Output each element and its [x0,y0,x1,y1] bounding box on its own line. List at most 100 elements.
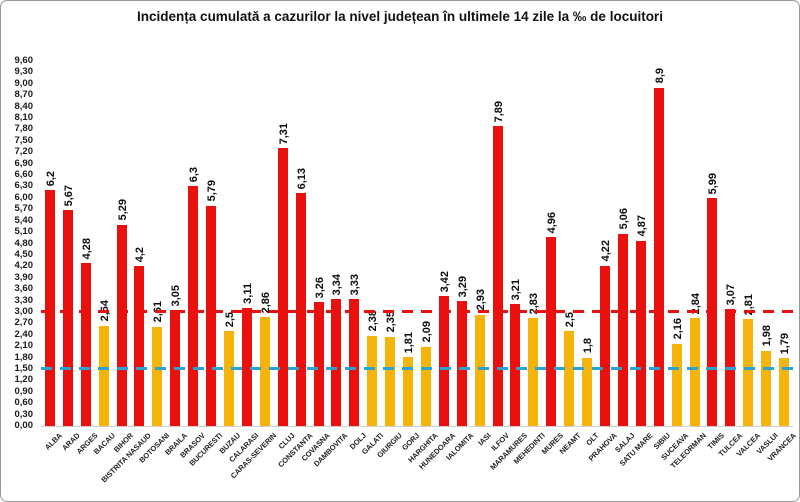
bar-bucuresti [206,205,217,426]
bar-brasov [188,186,199,426]
bar-value-label: 8,9 [653,68,666,84]
bar-value-label: 7,31 [277,122,290,145]
bar-dambovita [331,299,342,426]
bar-value-label: 3,26 [313,276,326,299]
bar-mures [546,237,557,426]
bar-constanta [295,192,306,426]
bar-value-label: 3,34 [331,273,344,296]
bar-value-label: 2,93 [474,289,487,311]
bar-salaj [617,233,628,426]
bar-olt [582,357,593,426]
bar-value-label: 1,98 [761,325,774,347]
bar-value-label: 2,16 [671,318,684,340]
bar-value-label: 3,07 [725,283,738,306]
bar-value-label: 4,28 [80,237,93,260]
x-axis: ALBA ARAD ARGES BACAU BIHOR BISTRITA NASAUD BO… [41,429,798,499]
y-axis-tick-label: 4,50 [14,248,34,260]
y-axis-tick-label: 5,40 [14,214,34,226]
y-axis-tick-label: 3,00 [14,305,34,317]
y-axis-tick-label: 7,80 [14,123,34,135]
bar-value-label: 2,5 [224,311,236,327]
bar-bihor [116,224,127,426]
bar-cluj [277,148,288,426]
y-axis-tick-label: 8,10 [14,112,34,124]
bar-value-label: 3,29 [456,275,469,297]
y-axis-tick-label: 9,30 [14,66,34,78]
bar-value-label: 5,06 [617,208,630,230]
y-axis-tick-label: 1,20 [14,374,34,386]
y-axis-tick-label: 2,70 [14,317,34,329]
y-axis-tick-label: 2,40 [14,328,34,340]
y-axis-tick-label: 6,90 [14,157,34,169]
bar-value-label: 1,8 [582,338,595,354]
bar-value-label: 3,11 [241,282,254,304]
red-dashed-threshold-line [41,310,793,314]
bar-value-label: 7,89 [492,100,505,123]
y-axis-tick-label: 5,70 [14,203,34,215]
bar-mehedinti [528,318,539,426]
bar-vaslui [761,350,772,426]
bar-dolj [349,299,360,426]
y-axis-tick-label: 4,80 [14,237,34,249]
bar-value-label: 3,21 [510,278,523,300]
y-axis-tick-label: 3,30 [14,294,34,306]
bar-hunedoara [438,295,449,426]
bar-calarasi [241,307,252,426]
y-axis-tick-label: 4,20 [14,260,34,272]
bar-galati [367,335,378,426]
chart-title: Incidența cumulată a cazurilor la nivel … [137,9,663,24]
bar-value-label: 6,2 [44,170,57,187]
bar-value-label: 5,67 [62,185,75,207]
y-axis-tick-label: 9,60 [14,55,34,66]
bar-value-label: 4,2 [134,247,147,263]
bar-ilfov [492,126,503,426]
bar-value-label: 2,5 [564,311,577,327]
bar-value-label: 4,96 [546,212,559,234]
y-axis-tick-label: 6,00 [14,191,34,203]
bar-arges [80,263,91,426]
y-axis-tick-label: 0,30 [14,408,34,420]
y-axis-tick-label: 8,40 [14,100,34,112]
bar-arad [62,210,73,426]
bar-valcea [743,319,754,426]
bar-value-label: 3,33 [349,273,362,296]
bar-value-label: 6,3 [188,167,201,183]
bar-value-label: 5,79 [206,180,219,202]
bar-value-label: 3,05 [170,284,183,307]
y-axis-tick-label: 1,50 [14,362,34,374]
y-axis-tick-label: 6,60 [14,169,34,181]
bar-prahova [600,265,610,426]
plot-area: 6,25,674,282,645,294,22,613,056,35,792,5… [41,61,793,427]
bar-value-label: 2,09 [420,321,433,343]
bar-botosani [152,326,163,426]
y-axis-tick-label: 7,50 [14,134,34,146]
y-axis-tick-label: 6,30 [14,180,34,192]
y-axis-tick-label: 3,90 [14,271,34,283]
bar-value-label: 3,42 [438,270,451,292]
bar-value-label: 5,99 [707,172,720,195]
bar-vrancea [779,357,790,426]
y-axis-tick-label: 7,20 [14,146,34,158]
bar-harghita [420,346,431,426]
y-axis-tick-label: 3,60 [14,283,34,295]
bar-ialomita [456,300,467,426]
bar-giurgiu [385,336,396,426]
bar-sibiu [653,87,664,426]
y-axis-tick-label: 0,00 [14,420,34,431]
y-axis-tick-label: 5,10 [14,226,34,238]
x-axis-label: ALBA [42,431,64,452]
bar-covasna [313,302,324,426]
blue-dashed-threshold-line [41,367,793,371]
y-axis: 9,60 9,30 9,00 8,70 8,40 8,10 7,80 7,50 7,20 6,90… [1,55,37,431]
y-axis-tick-label: 9,00 [14,77,34,89]
bar-value-label: 1,79 [779,332,792,354]
bar-teleorman [689,318,700,426]
y-axis-tick-label: 2,10 [14,340,34,352]
bar-value-label: 2,35 [385,311,398,333]
bar-suceava [671,343,682,426]
y-axis-tick-label: 0,90 [14,385,34,397]
bar-value-label: 1,81 [403,331,416,354]
bar-value-label: 4,87 [635,215,648,237]
bar-buzau [224,330,234,426]
